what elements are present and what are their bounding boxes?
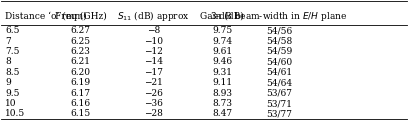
Text: 9.11: 9.11: [212, 78, 232, 87]
Text: Freq (GHz): Freq (GHz): [55, 12, 106, 21]
Text: 6.20: 6.20: [71, 68, 91, 77]
Text: 7.5: 7.5: [5, 47, 20, 56]
Text: 9: 9: [5, 78, 11, 87]
Text: −14: −14: [144, 57, 163, 66]
Text: Distance ‘o’ (mm): Distance ‘o’ (mm): [5, 12, 87, 21]
Text: 54/56: 54/56: [266, 26, 292, 35]
Text: 6.19: 6.19: [70, 78, 91, 87]
Text: 9.5: 9.5: [5, 89, 20, 98]
Text: 10.5: 10.5: [5, 109, 26, 118]
Text: −21: −21: [144, 78, 163, 87]
Text: 54/59: 54/59: [266, 47, 292, 56]
Text: 8: 8: [5, 57, 11, 66]
Text: 9.61: 9.61: [212, 47, 232, 56]
Text: 53/67: 53/67: [266, 89, 292, 98]
Text: 9.75: 9.75: [212, 26, 233, 35]
Text: 9.31: 9.31: [212, 68, 232, 77]
Text: 9.46: 9.46: [212, 57, 232, 66]
Text: 9.74: 9.74: [212, 37, 232, 46]
Text: −8: −8: [147, 26, 160, 35]
Text: 10: 10: [5, 99, 17, 108]
Text: −36: −36: [144, 99, 163, 108]
Text: −26: −26: [144, 89, 163, 98]
Text: −10: −10: [144, 37, 163, 46]
Text: $S_{11}$ (dB) approx: $S_{11}$ (dB) approx: [117, 9, 190, 23]
Text: 6.15: 6.15: [70, 109, 91, 118]
Text: 8.73: 8.73: [212, 99, 232, 108]
Text: 53/71: 53/71: [266, 99, 292, 108]
Text: 8.5: 8.5: [5, 68, 20, 77]
Text: 8.47: 8.47: [212, 109, 232, 118]
Text: 54/58: 54/58: [266, 37, 292, 46]
Text: 53/77: 53/77: [266, 109, 292, 118]
Text: 6.21: 6.21: [71, 57, 91, 66]
Text: 54/61: 54/61: [266, 68, 292, 77]
Text: 6.25: 6.25: [70, 37, 91, 46]
Text: 6.16: 6.16: [70, 99, 91, 108]
Text: 54/60: 54/60: [266, 57, 292, 66]
Text: −12: −12: [144, 47, 163, 56]
Text: 6.5: 6.5: [5, 26, 20, 35]
Text: 54/64: 54/64: [266, 78, 292, 87]
Text: 8.93: 8.93: [212, 89, 232, 98]
Text: −17: −17: [144, 68, 163, 77]
Text: 7: 7: [5, 37, 11, 46]
Text: 3-dB beam-width in $E$/$H$ plane: 3-dB beam-width in $E$/$H$ plane: [210, 10, 348, 23]
Text: Gain (dB): Gain (dB): [200, 12, 244, 21]
Text: 6.27: 6.27: [71, 26, 91, 35]
Text: 6.23: 6.23: [71, 47, 90, 56]
Text: 6.17: 6.17: [70, 89, 91, 98]
Text: −28: −28: [144, 109, 163, 118]
